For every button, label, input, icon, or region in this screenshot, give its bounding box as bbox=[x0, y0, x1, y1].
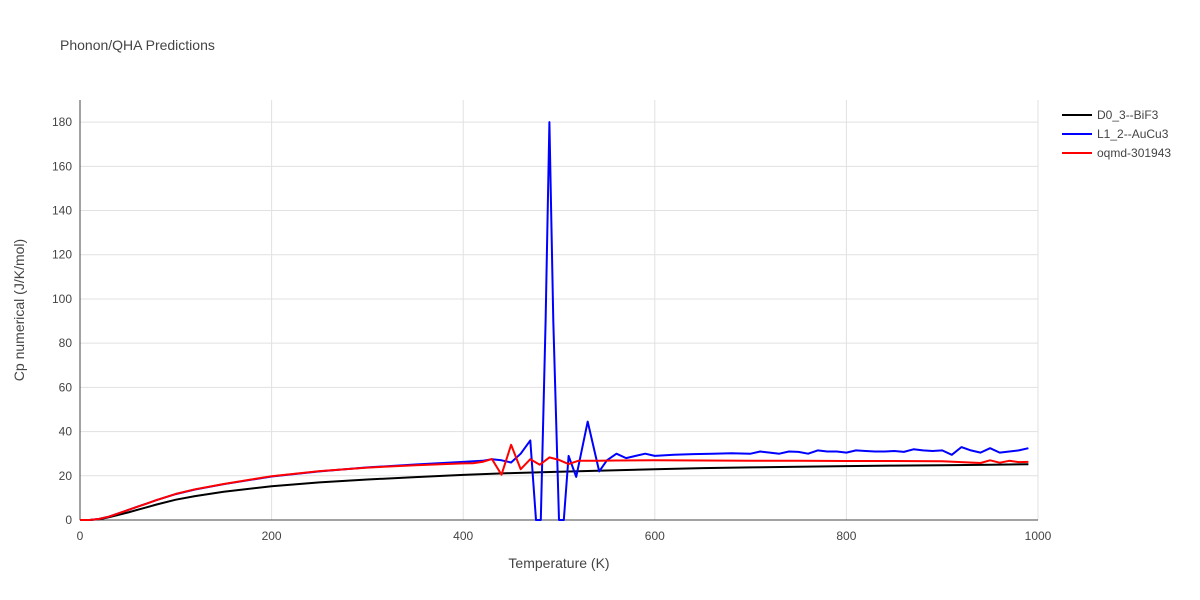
y-tick-labels: 0 20 40 60 80 100 120 140 160 180 bbox=[52, 115, 72, 527]
series-line-3 bbox=[80, 443, 1029, 521]
x-tick-label: 800 bbox=[836, 529, 856, 543]
legend-item[interactable]: L1_2--AuCu3 bbox=[1062, 127, 1169, 141]
legend: D0_3--BiF3 L1_2--AuCu3 oqmd-301943 bbox=[1062, 108, 1171, 160]
y-tick-label: 160 bbox=[52, 159, 72, 173]
y-tick-label: 40 bbox=[59, 425, 73, 439]
chart-title: Phonon/QHA Predictions bbox=[60, 37, 215, 53]
grid bbox=[80, 100, 1039, 520]
x-tick-label: 1000 bbox=[1025, 529, 1052, 543]
y-tick-label: 80 bbox=[59, 336, 73, 350]
x-tick-label: 600 bbox=[645, 529, 665, 543]
legend-item[interactable]: oqmd-301943 bbox=[1062, 146, 1171, 160]
axes bbox=[79, 100, 1038, 521]
y-tick-label: 140 bbox=[52, 204, 72, 218]
series-line-1 bbox=[80, 463, 1029, 521]
legend-label: L1_2--AuCu3 bbox=[1097, 127, 1169, 141]
y-tick-label: 60 bbox=[59, 380, 73, 394]
x-axis-title: Temperature (K) bbox=[508, 555, 609, 571]
y-tick-label: 20 bbox=[59, 469, 73, 483]
legend-label: oqmd-301943 bbox=[1097, 146, 1171, 160]
series bbox=[80, 121, 1029, 521]
x-tick-label: 0 bbox=[77, 529, 84, 543]
legend-item[interactable]: D0_3--BiF3 bbox=[1062, 108, 1159, 122]
y-tick-label: 120 bbox=[52, 248, 72, 262]
legend-label: D0_3--BiF3 bbox=[1097, 108, 1159, 122]
x-tick-labels: 0 200 400 600 800 1000 bbox=[77, 529, 1052, 543]
x-tick-label: 200 bbox=[262, 529, 282, 543]
y-tick-label: 0 bbox=[65, 513, 72, 527]
y-tick-label: 100 bbox=[52, 292, 72, 306]
y-axis-title: Cp numerical (J/K/mol) bbox=[11, 239, 27, 381]
y-tick-label: 180 bbox=[52, 115, 72, 129]
x-tick-label: 400 bbox=[453, 529, 473, 543]
